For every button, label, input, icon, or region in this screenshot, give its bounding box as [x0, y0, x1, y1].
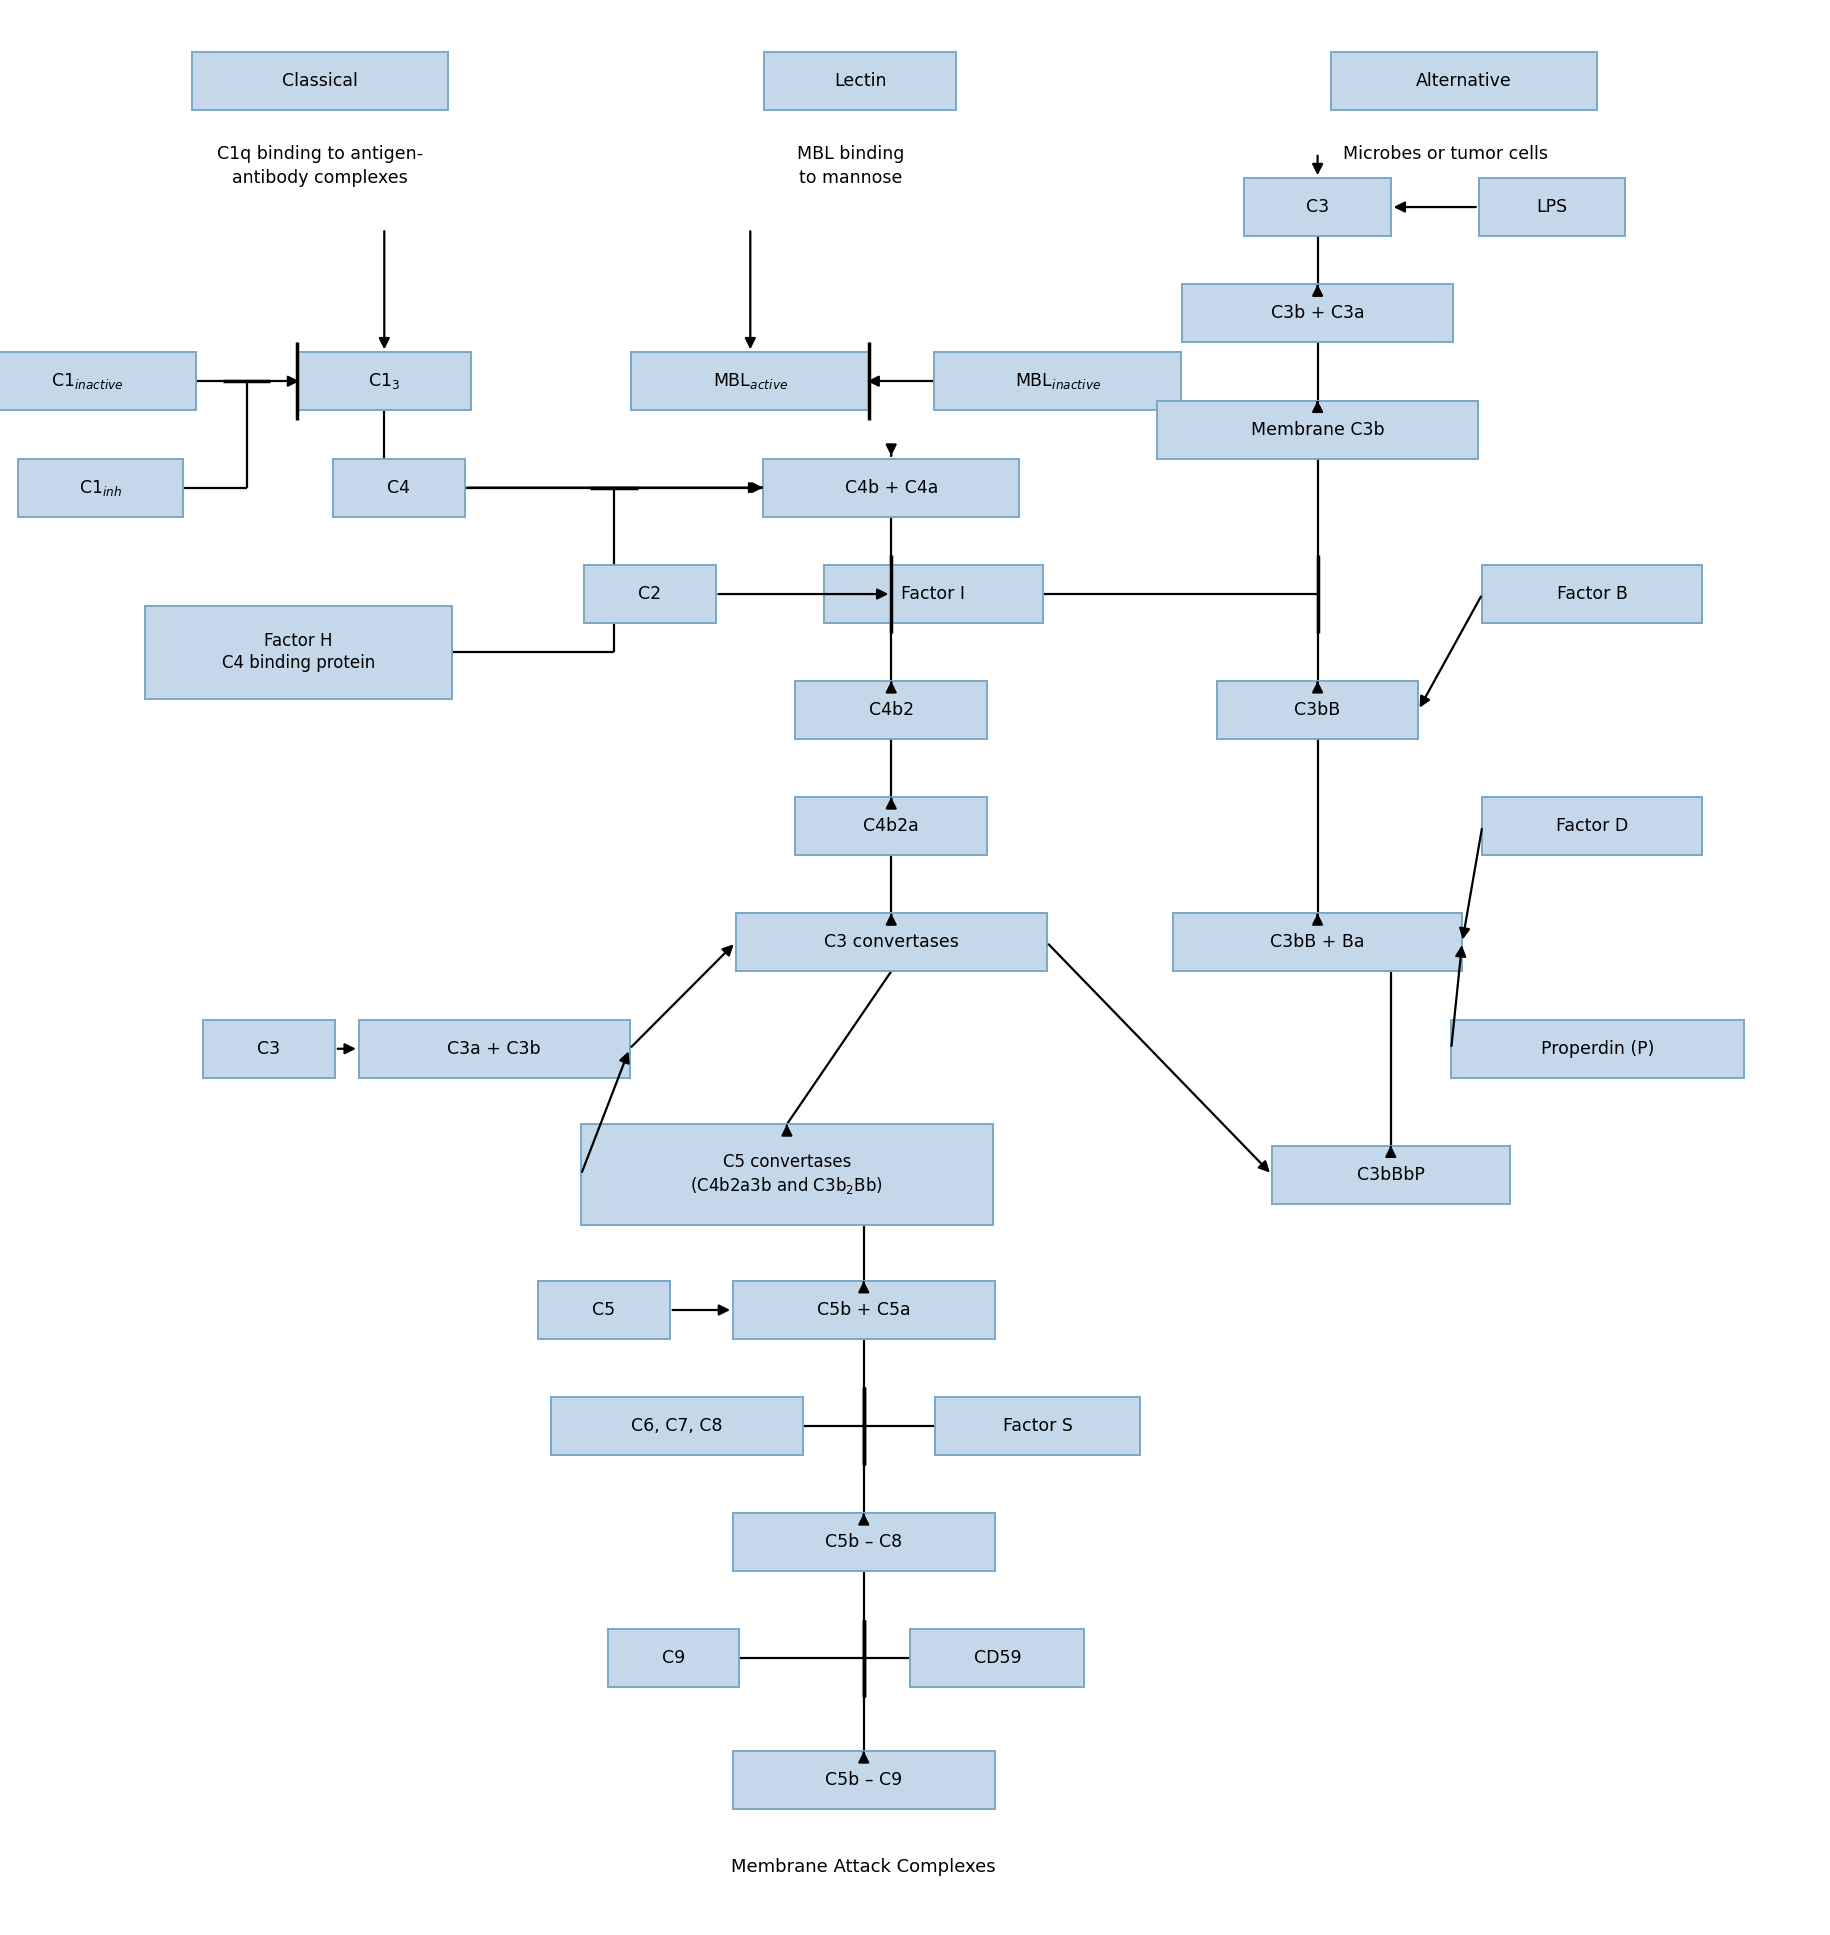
FancyBboxPatch shape — [333, 459, 465, 517]
Text: C9: C9 — [662, 1649, 684, 1668]
FancyBboxPatch shape — [192, 52, 448, 110]
FancyBboxPatch shape — [1272, 1146, 1510, 1204]
FancyBboxPatch shape — [551, 1397, 803, 1455]
FancyBboxPatch shape — [794, 681, 988, 739]
Text: C4b + C4a: C4b + C4a — [844, 478, 939, 497]
Text: Factor B: Factor B — [1557, 584, 1627, 604]
FancyBboxPatch shape — [1244, 178, 1391, 236]
Text: Lectin: Lectin — [834, 72, 886, 91]
FancyBboxPatch shape — [935, 1397, 1140, 1455]
Text: Properdin (P): Properdin (P) — [1541, 1039, 1654, 1058]
FancyBboxPatch shape — [911, 1629, 1083, 1687]
FancyBboxPatch shape — [296, 352, 470, 410]
Text: C3: C3 — [1307, 197, 1329, 217]
Text: Alternative: Alternative — [1416, 72, 1512, 91]
FancyBboxPatch shape — [538, 1281, 670, 1339]
FancyBboxPatch shape — [203, 1020, 335, 1078]
Text: C4b2: C4b2 — [869, 700, 913, 720]
FancyBboxPatch shape — [763, 459, 1019, 517]
Text: C4: C4 — [388, 478, 410, 497]
Text: Membrane Attack Complexes: Membrane Attack Complexes — [732, 1858, 996, 1875]
Text: MBL binding
to mannose: MBL binding to mannose — [798, 145, 904, 186]
FancyBboxPatch shape — [736, 913, 1047, 971]
Text: C1$_{inactive}$: C1$_{inactive}$ — [51, 372, 124, 391]
Text: C1$_{inh}$: C1$_{inh}$ — [79, 478, 123, 497]
FancyBboxPatch shape — [1157, 401, 1477, 459]
FancyBboxPatch shape — [824, 565, 1043, 623]
Text: C3bB: C3bB — [1294, 700, 1341, 720]
Text: Classical: Classical — [282, 72, 359, 91]
Text: C1$_3$: C1$_3$ — [368, 372, 401, 391]
Text: Membrane C3b: Membrane C3b — [1250, 420, 1385, 439]
FancyBboxPatch shape — [732, 1513, 996, 1571]
FancyBboxPatch shape — [765, 52, 955, 110]
FancyBboxPatch shape — [584, 565, 716, 623]
Text: MBL$_{active}$: MBL$_{active}$ — [712, 372, 789, 391]
Text: C5 convertases
(C4b2a3b and C3b$_2$Bb): C5 convertases (C4b2a3b and C3b$_2$Bb) — [690, 1153, 884, 1196]
FancyBboxPatch shape — [732, 1751, 996, 1809]
Text: MBL$_{inactive}$: MBL$_{inactive}$ — [1014, 372, 1102, 391]
Text: Microbes or tumor cells: Microbes or tumor cells — [1343, 145, 1548, 163]
Text: C5b – C9: C5b – C9 — [825, 1771, 902, 1790]
FancyBboxPatch shape — [145, 606, 452, 699]
FancyBboxPatch shape — [1482, 565, 1702, 623]
Text: C3b + C3a: C3b + C3a — [1270, 304, 1365, 323]
Text: C5: C5 — [593, 1300, 615, 1320]
Text: Factor D: Factor D — [1556, 817, 1629, 836]
Text: C4b2a: C4b2a — [864, 817, 919, 836]
FancyBboxPatch shape — [631, 352, 869, 410]
Text: C3 convertases: C3 convertases — [824, 933, 959, 952]
FancyBboxPatch shape — [1182, 284, 1453, 342]
Text: C6, C7, C8: C6, C7, C8 — [631, 1416, 723, 1436]
Text: C5b – C8: C5b – C8 — [825, 1533, 902, 1552]
FancyBboxPatch shape — [582, 1124, 992, 1225]
FancyBboxPatch shape — [1173, 913, 1462, 971]
FancyBboxPatch shape — [608, 1629, 739, 1687]
Text: C3bB + Ba: C3bB + Ba — [1270, 933, 1365, 952]
Text: Factor I: Factor I — [902, 584, 964, 604]
Text: C3a + C3b: C3a + C3b — [447, 1039, 542, 1058]
FancyBboxPatch shape — [933, 352, 1182, 410]
FancyBboxPatch shape — [1332, 52, 1596, 110]
FancyBboxPatch shape — [1479, 178, 1625, 236]
FancyBboxPatch shape — [18, 459, 183, 517]
FancyBboxPatch shape — [0, 352, 196, 410]
Text: C3bBbP: C3bBbP — [1356, 1165, 1426, 1184]
Text: Factor H
C4 binding protein: Factor H C4 binding protein — [221, 633, 375, 671]
FancyBboxPatch shape — [794, 797, 988, 855]
Text: C1q binding to antigen-
antibody complexes: C1q binding to antigen- antibody complex… — [218, 145, 423, 186]
Text: C2: C2 — [639, 584, 661, 604]
FancyBboxPatch shape — [1482, 797, 1702, 855]
Text: Factor S: Factor S — [1003, 1416, 1072, 1436]
Text: CD59: CD59 — [974, 1649, 1021, 1668]
FancyBboxPatch shape — [732, 1281, 996, 1339]
FancyBboxPatch shape — [1217, 681, 1418, 739]
Text: C5b + C5a: C5b + C5a — [816, 1300, 911, 1320]
Text: C3: C3 — [258, 1039, 280, 1058]
Text: LPS: LPS — [1535, 197, 1568, 217]
FancyBboxPatch shape — [359, 1020, 630, 1078]
FancyBboxPatch shape — [1451, 1020, 1744, 1078]
